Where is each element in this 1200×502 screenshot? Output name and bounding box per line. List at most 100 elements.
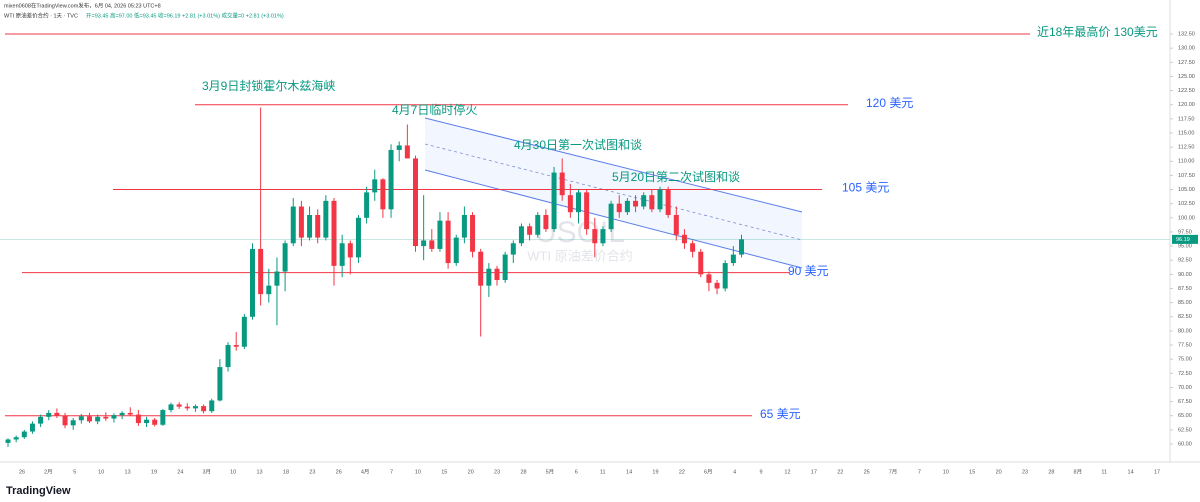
candle-body: [184, 406, 190, 409]
candle-body: [78, 416, 84, 421]
candle-body: [21, 431, 27, 438]
candle-body: [633, 200, 639, 207]
x-tick-label: 23: [309, 469, 315, 475]
candle-body: [95, 416, 101, 422]
y-tick-label: 115.00: [1178, 130, 1194, 136]
x-tick-label: 25: [864, 469, 870, 475]
channel-mid: [424, 143, 803, 241]
candle-body: [690, 243, 696, 252]
x-tick-label: 11: [600, 469, 606, 475]
candle-body: [250, 248, 255, 317]
candle-body: [714, 282, 720, 289]
x-tick-label: 22: [837, 469, 843, 475]
candle-body: [266, 285, 272, 295]
y-tick-label: 110.00: [1178, 159, 1194, 165]
candle-body: [527, 226, 533, 235]
x-tick-label: 23: [494, 469, 500, 475]
candle-body: [152, 419, 158, 425]
x-tick-label: 17: [1154, 469, 1160, 475]
y-tick-label: 92.50: [1178, 258, 1192, 264]
y-tick-label: 107.50: [1178, 173, 1195, 179]
candle-body: [478, 251, 484, 286]
event-note: 3月9日封锁霍尔木兹海峡: [202, 78, 335, 93]
x-tick-label: 2月: [44, 468, 53, 475]
event-note: 4月7日临时停火: [392, 102, 477, 117]
candle-body: [46, 412, 52, 417]
y-tick-label: 112.50: [1178, 145, 1194, 151]
publisher: mixen0608在TradingView.com发布，6月 04, 2026 …: [4, 1, 161, 9]
candle-body: [233, 345, 239, 347]
y-tick-label: 120.00: [1178, 102, 1195, 108]
candle-body: [657, 189, 663, 210]
candle-body: [54, 412, 60, 416]
x-tick-label: 24: [177, 469, 183, 475]
x-tick-label: 20: [468, 469, 474, 475]
candle-body: [13, 437, 19, 440]
last-price-box: [1172, 234, 1198, 244]
y-tick-label: 125.00: [1178, 74, 1195, 80]
candle-body: [681, 234, 687, 244]
candle-body: [502, 254, 508, 281]
x-tick-label: 26: [336, 469, 342, 475]
y-tick-label: 127.50: [1178, 60, 1195, 66]
level-note: 近18年最高价 130美元: [1037, 24, 1158, 39]
y-tick-label: 97.50: [1178, 229, 1192, 235]
x-tick-label: 3月: [202, 468, 211, 475]
y-tick-label: 95.00: [1178, 244, 1192, 250]
x-tick-label: 11: [1101, 469, 1107, 475]
candle-body: [119, 412, 125, 416]
candle-body: [192, 406, 198, 409]
x-tick-label: 22: [679, 469, 685, 475]
symbol-info: WTI 原油差价合约 · 1天 · TVC: [4, 11, 78, 19]
candle-body: [160, 410, 166, 425]
candle-body: [29, 423, 35, 432]
level-note: 105 美元: [842, 181, 889, 195]
candle-body: [592, 229, 598, 244]
x-tick-label: 7: [918, 469, 921, 475]
candle-body: [315, 214, 321, 238]
candle-body: [445, 220, 451, 264]
x-tick-label: 14: [1128, 469, 1134, 475]
candle-body: [624, 200, 630, 213]
candle-body: [518, 226, 524, 244]
candle-body: [567, 195, 573, 213]
candle-body: [453, 237, 459, 264]
ohlc-info: 开=93.45 高=97.00 低=93.45 收=96.19 +2.81 (+…: [86, 11, 284, 19]
x-tick-label: 7: [390, 469, 393, 475]
candle-body: [698, 251, 704, 275]
candle-body: [307, 214, 313, 238]
y-tick-label: 77.50: [1178, 342, 1192, 348]
event-note: 4月30日第一次试图和谈: [514, 137, 642, 152]
candle-body: [388, 149, 394, 210]
candle-body: [323, 200, 329, 238]
candle-body: [404, 145, 410, 159]
candle-body: [111, 415, 117, 419]
y-tick-label: 117.50: [1178, 116, 1194, 122]
y-tick-label: 87.50: [1178, 286, 1192, 292]
candle-body: [5, 439, 11, 443]
candle-body: [331, 200, 337, 266]
logo: TradingView: [6, 485, 71, 497]
candle-body: [510, 243, 516, 255]
candle-body: [217, 367, 223, 401]
y-tick-label: 75.00: [1178, 357, 1192, 363]
x-tick-label: 8月: [1074, 468, 1083, 475]
y-tick-label: 102.50: [1178, 201, 1195, 207]
candle-body: [380, 179, 386, 210]
candle-body: [461, 214, 467, 238]
candle-body: [396, 145, 402, 150]
y-tick-label: 85.00: [1178, 300, 1192, 306]
y-tick-label: 122.50: [1178, 88, 1195, 94]
candle-body: [673, 214, 679, 235]
candle-body: [347, 243, 353, 258]
candle-body: [355, 217, 361, 258]
candle-body: [339, 243, 345, 266]
candle-body: [290, 206, 296, 244]
x-tick-label: 7月: [889, 468, 898, 475]
candle-body: [70, 420, 76, 426]
candle-body: [429, 240, 435, 249]
candle-body: [584, 192, 590, 230]
y-tick-label: 130.00: [1178, 46, 1195, 52]
